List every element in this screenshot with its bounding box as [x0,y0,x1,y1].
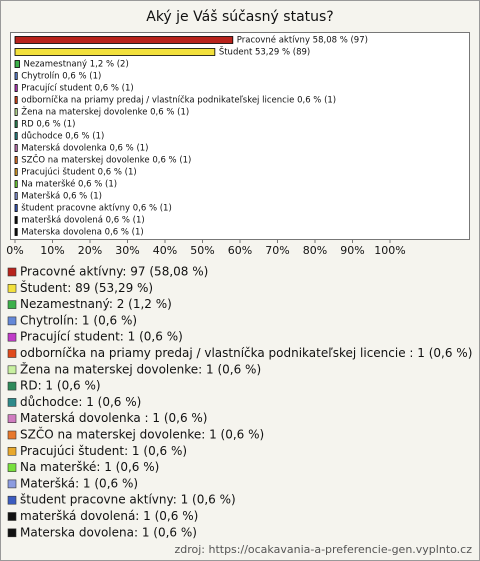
bar [14,180,18,188]
value-label: důchodce 0,6 % (1) [21,131,104,142]
x-tick-label: 10% [40,244,64,257]
legend-label: Materska dovolena: 1 (0,6 %) [20,525,197,539]
x-tick-label: 80% [303,244,327,257]
value-label: Pracovné aktívny 58,08 % (97) [237,35,368,46]
legend-swatch [7,381,17,391]
value-label: RD 0,6 % (1) [21,120,75,130]
legend-label: Študent: 89 (53,29 %) [20,280,153,295]
bar [14,108,18,116]
legend-swatch [7,446,17,456]
legend-swatch [7,414,17,424]
bar [14,144,18,152]
value-label: Materšká 0,6 % (1) [21,191,102,202]
x-tick-label: 30% [115,244,139,257]
chart-title: Aký je Váš súčasný status? [146,9,333,25]
value-label: Pracující student 0,6 % (1) [21,84,133,94]
value-label: Materská dovolenka 0,6 % (1) [21,144,148,154]
legend-swatch [7,267,17,277]
legend-swatch [7,316,17,326]
bar [14,216,18,224]
legend-swatch [7,365,17,375]
legend-label: materšká dovolená: 1 (0,6 %) [20,509,198,523]
legend-swatch [7,479,17,489]
bar [14,132,18,140]
legend-swatch [7,463,17,472]
bar [14,204,18,212]
legend-swatch [7,300,17,309]
legend-label: Na materšké: 1 (0,6 %) [20,460,159,474]
x-tick-label: 40% [153,244,177,257]
value-label: Študent 53,29 % (89) [219,46,310,58]
bar [14,96,18,104]
legend-label: Pracovné aktívny: 97 (58,08 %) [20,265,208,279]
bar [14,48,216,56]
legend-swatch [7,332,17,342]
legend-label: Nezamestnaný: 2 (1,2 %) [20,297,172,311]
bar [14,72,18,80]
x-tick-label: 70% [265,244,289,257]
bar [14,120,18,128]
value-label: Žena na materskej dovolenke 0,6 % (1) [21,106,189,118]
legend-label: Materšká: 1 (0,6 %) [20,476,138,490]
value-label: Pracujúci študent 0,6 % (1) [21,167,136,178]
legend-label: Pracující student: 1 (0,6 %) [20,330,183,344]
bar [14,192,18,200]
legend-label: Pracujúci študent: 1 (0,6 %) [20,444,187,458]
bar [14,36,234,44]
x-tick-label: 60% [228,244,252,257]
legend-swatch [7,512,17,521]
legend-label: SZČO na materskej dovolenke: 1 (0,6 %) [20,427,264,442]
bar [14,156,18,164]
x-tick-label: 90% [340,244,364,257]
value-label: študent pracovne aktívny 0,6 % (1) [21,203,172,214]
bar [14,60,20,68]
x-tick-label: 50% [190,244,214,257]
value-label: Nezamestnaný 1,2 % (2) [24,60,129,70]
bar [14,84,18,92]
legend-label: Žena na materskej dovolenke: 1 (0,6 %) [20,361,261,376]
legend-label: odborníčka na priamy predaj / vlastníčka… [20,346,472,360]
legend-label: študent pracovne aktívny: 1 (0,6 %) [20,493,236,507]
legend-swatch [7,283,17,293]
legend-swatch [7,528,17,538]
legend-swatch [7,398,17,407]
bar [14,168,18,176]
legend-label: Materská dovolenka : 1 (0,6 %) [20,411,208,425]
legend-label: RD: 1 (0,6 %) [20,379,101,393]
value-label: Materska dovolena 0,6 % (1) [21,228,143,238]
plot-area [10,32,470,240]
legend-swatch [7,495,17,505]
x-tick-label: 0% [6,244,23,257]
bar [14,228,18,236]
legend-swatch [7,349,17,358]
value-label: Chytrolín 0,6 % (1) [21,72,101,82]
value-label: odborníčka na priamy predaj / vlastníčka… [21,95,336,106]
x-tick-label: 100% [374,244,405,257]
value-label: SZČO na materskej dovolenke 0,6 % (1) [21,154,191,166]
x-tick-label: 20% [78,244,102,257]
value-label: Na materšké 0,6 % (1) [21,179,117,190]
value-label: materšká dovolená 0,6 % (1) [21,215,144,226]
legend-label: důchodce: 1 (0,6 %) [20,395,141,409]
legend-swatch [7,430,17,440]
legend-label: Chytrolín: 1 (0,6 %) [20,313,137,327]
source: zdroj: https://ocakavania-a-preferencie-… [174,543,472,556]
